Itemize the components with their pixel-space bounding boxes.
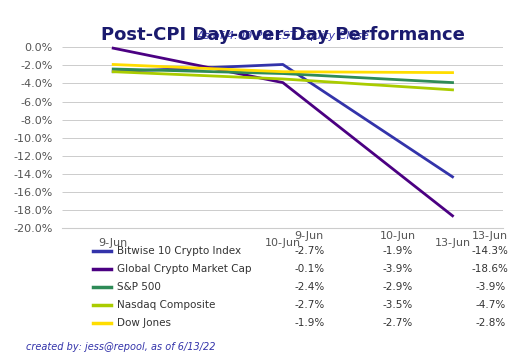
Text: -4.7%: -4.7%: [475, 300, 506, 310]
Text: -2.7%: -2.7%: [294, 300, 324, 310]
Title: Post-CPI Day-over-Day Performance: Post-CPI Day-over-Day Performance: [101, 26, 465, 44]
Text: -2.7%: -2.7%: [383, 318, 413, 328]
Text: 10-Jun: 10-Jun: [379, 231, 416, 241]
Text: -1.9%: -1.9%: [383, 246, 413, 256]
Text: 9-Jun: 9-Jun: [295, 231, 324, 241]
Text: -3.9%: -3.9%: [475, 282, 506, 292]
Text: -2.4%: -2.4%: [294, 282, 324, 292]
Text: -1.9%: -1.9%: [294, 318, 324, 328]
Text: Nasdaq Composite: Nasdaq Composite: [117, 300, 216, 310]
Text: S&P 500: S&P 500: [117, 282, 161, 292]
Text: 13-Jun: 13-Jun: [472, 231, 508, 241]
Text: Dow Jones: Dow Jones: [117, 318, 171, 328]
Text: -14.3%: -14.3%: [472, 246, 509, 256]
Text: -3.5%: -3.5%: [383, 300, 413, 310]
Text: -2.7%: -2.7%: [294, 246, 324, 256]
Text: -2.8%: -2.8%: [475, 318, 506, 328]
Text: -2.9%: -2.9%: [383, 282, 413, 292]
Text: Global Crypto Market Cap: Global Crypto Market Cap: [117, 264, 252, 274]
Text: created by: jess@repool, as of 6/13/22: created by: jess@repool, as of 6/13/22: [26, 342, 215, 352]
Text: Bitwise 10 Crypto Index: Bitwise 10 Crypto Index: [117, 246, 241, 256]
Text: -0.1%: -0.1%: [294, 264, 324, 274]
Text: -3.9%: -3.9%: [383, 264, 413, 274]
Text: As of 4:00 PM EST Equity Close: As of 4:00 PM EST Equity Close: [196, 31, 370, 41]
Text: -18.6%: -18.6%: [472, 264, 509, 274]
